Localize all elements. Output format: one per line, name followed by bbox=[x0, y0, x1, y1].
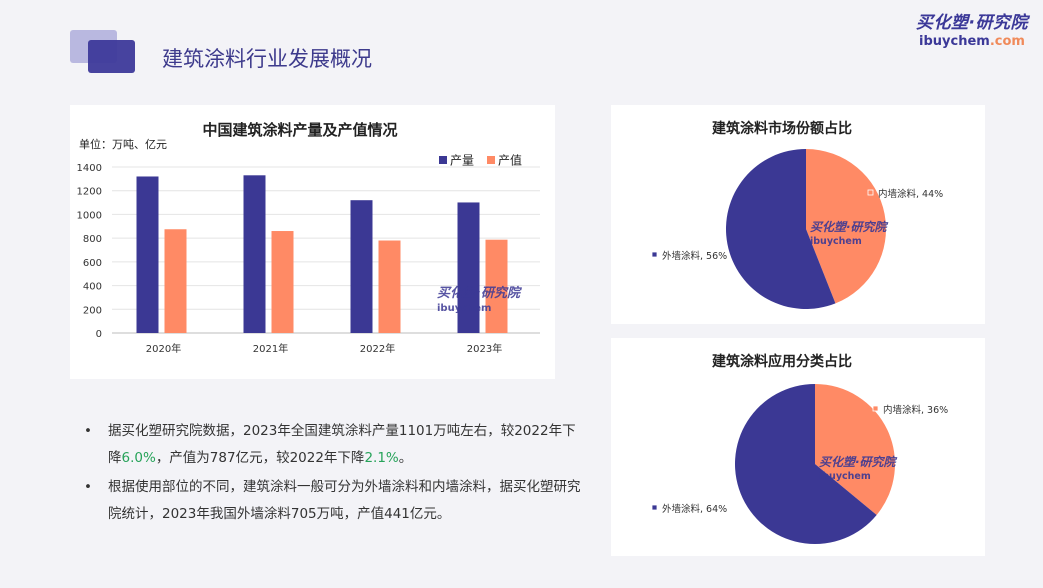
bar-chart-unit-label: 单位：万吨、亿元 bbox=[79, 137, 167, 151]
bullet-item: • 据买化塑研究院数据，2023年全国建筑涂料产量1101万吨左右，较2022年下… bbox=[82, 418, 582, 472]
y-tick-label: 400 bbox=[83, 282, 102, 293]
brand-logo-en: ibuychem.com bbox=[919, 34, 1025, 49]
pie-label-marker bbox=[872, 405, 879, 412]
bar-chart-title: 中国建筑涂料产量及产值情况 bbox=[202, 121, 397, 139]
bar-output bbox=[136, 176, 159, 333]
bullet-text: ，产值为787亿元，较2022年下降 bbox=[155, 450, 365, 466]
bullet-marker: • bbox=[84, 479, 92, 495]
summary-bullets: • 据买化塑研究院数据，2023年全国建筑涂料产量1101万吨左右，较2022年下… bbox=[82, 418, 582, 530]
legend-label: 产值 bbox=[498, 153, 522, 168]
bar-value bbox=[271, 231, 294, 333]
bar-value bbox=[378, 240, 401, 333]
x-tick-label: 2020年 bbox=[146, 342, 181, 355]
bullet-item: • 根据使用部位的不同，建筑涂料一般可分为外墙涂料和内墙涂料，据买化塑研究院统计，… bbox=[82, 474, 582, 528]
pie-label-marker bbox=[651, 251, 658, 258]
bar-chart-panel: 中国建筑涂料产量及产值情况单位：万吨、亿元 0 200 400 600 800 1000 12… bbox=[70, 105, 555, 379]
bullet-text: 根据使用部位的不同，建筑涂料一般可分为外墙涂料和内墙涂料，据买化塑研究院统计，2… bbox=[108, 479, 581, 522]
pie-slice-exterior bbox=[734, 384, 877, 544]
y-tick-label: 1000 bbox=[77, 210, 102, 221]
pie-slice-interior bbox=[815, 384, 895, 515]
bar-output bbox=[457, 202, 480, 333]
bullet-marker: • bbox=[84, 423, 92, 439]
highlight-percent: 2.1% bbox=[364, 450, 399, 466]
pie-slice-interior bbox=[806, 149, 886, 304]
y-tick-label: 600 bbox=[83, 258, 102, 269]
pie-chart-title: 建筑涂料市场份额占比 bbox=[712, 120, 852, 137]
brand-logo-cn: 买化塑·研究院 bbox=[916, 13, 1028, 33]
legend-swatch bbox=[487, 156, 495, 164]
pie-slice-label: 内墙涂料, 36% bbox=[883, 404, 948, 416]
x-tick-label: 2022年 bbox=[360, 342, 395, 355]
pie-slice-label: 外墙涂料, 64% bbox=[662, 503, 727, 515]
pie-label-marker bbox=[867, 189, 874, 196]
pie-slice-exterior bbox=[725, 149, 836, 309]
watermark-cn: 买化塑·研究院 bbox=[437, 285, 523, 301]
bar-value bbox=[164, 229, 187, 333]
legend-swatch bbox=[439, 156, 447, 164]
pie-slice-label: 外墙涂料, 56% bbox=[662, 250, 727, 262]
x-tick-label: 2021年 bbox=[253, 342, 288, 355]
bullet-text: 。 bbox=[398, 450, 413, 466]
brand-logo[interactable]: 买化塑·研究院 ibuychem.com bbox=[906, 8, 1038, 49]
highlight-percent: 6.0% bbox=[121, 450, 156, 466]
y-tick-label: 200 bbox=[83, 305, 102, 316]
watermark-en: ibuychem bbox=[437, 303, 491, 314]
pie-slice-label: 内墙涂料, 44% bbox=[878, 188, 943, 200]
application-pie-panel: 建筑涂料应用分类占比内墙涂料, 36% 外墙涂料, 64% 买化塑·研究院 ibuyc… bbox=[611, 338, 985, 556]
y-tick-label: 1200 bbox=[77, 187, 102, 198]
bar-output bbox=[243, 175, 266, 333]
legend-label: 产量 bbox=[450, 154, 474, 168]
watermark-en: ibuychem bbox=[810, 236, 862, 247]
bar-value bbox=[485, 239, 508, 333]
y-tick-label: 1400 bbox=[77, 163, 102, 174]
bar-output bbox=[350, 200, 373, 333]
pie-chart-title: 建筑涂料应用分类占比 bbox=[712, 353, 852, 370]
x-tick-label: 2023年 bbox=[467, 342, 502, 355]
watermark-en: ibuychem bbox=[819, 471, 871, 482]
watermark-cn: 买化塑·研究院 bbox=[819, 455, 898, 469]
pie-label-marker bbox=[651, 504, 658, 511]
y-tick-label: 800 bbox=[83, 234, 102, 245]
watermark-cn: 买化塑·研究院 bbox=[810, 220, 889, 234]
market-share-pie-panel: 建筑涂料市场份额占比内墙涂料, 44% 外墙涂料, 56% 买化塑·研究院 ibuyc… bbox=[611, 105, 985, 324]
bullet-text: 据买化塑研究院数据，2023年全国建筑涂料产量1101万吨左右，较2022年下降 bbox=[108, 423, 576, 466]
title-decoration-front bbox=[88, 40, 135, 73]
page-title: 建筑涂料行业发展概况 bbox=[162, 47, 372, 71]
y-tick-label: 0 bbox=[96, 329, 102, 340]
